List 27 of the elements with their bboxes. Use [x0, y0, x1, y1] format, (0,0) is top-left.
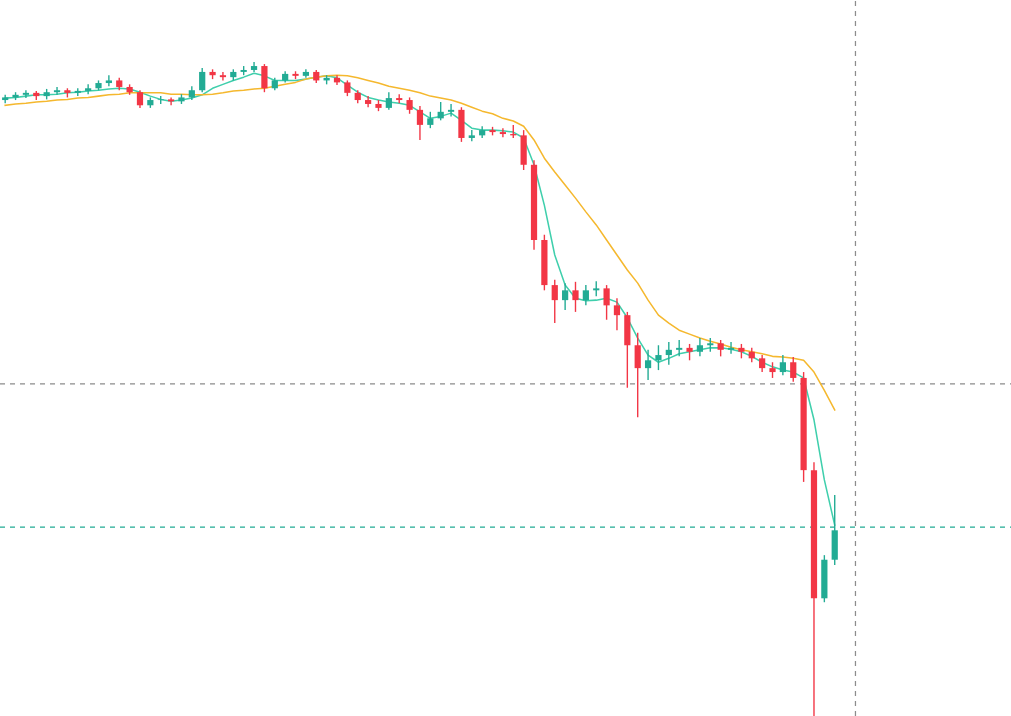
candlestick [22, 89, 30, 99]
candlestick [665, 341, 672, 366]
candlestick [727, 341, 735, 355]
candlestick [644, 349, 652, 381]
candlestick [582, 284, 589, 307]
candlestick [551, 279, 558, 324]
candlestick [790, 356, 797, 383]
candlestick [105, 74, 112, 88]
candlestick [53, 86, 61, 96]
candlestick [655, 344, 662, 371]
candlestick [696, 337, 704, 358]
candlestick [676, 339, 683, 358]
candlestick [634, 332, 641, 418]
candlestick [365, 95, 372, 108]
candlestick [499, 127, 507, 139]
candlestick [199, 67, 206, 93]
candlestick [613, 297, 621, 331]
candlestick [416, 105, 424, 141]
candlestick [447, 103, 455, 118]
candlestick [167, 96, 175, 106]
candlestick [572, 281, 579, 313]
candlestick [85, 83, 92, 95]
candlestick [779, 354, 786, 377]
candlestick [603, 284, 610, 321]
candlestick [261, 63, 268, 93]
candlestick [219, 71, 227, 82]
candlestick [562, 282, 569, 311]
